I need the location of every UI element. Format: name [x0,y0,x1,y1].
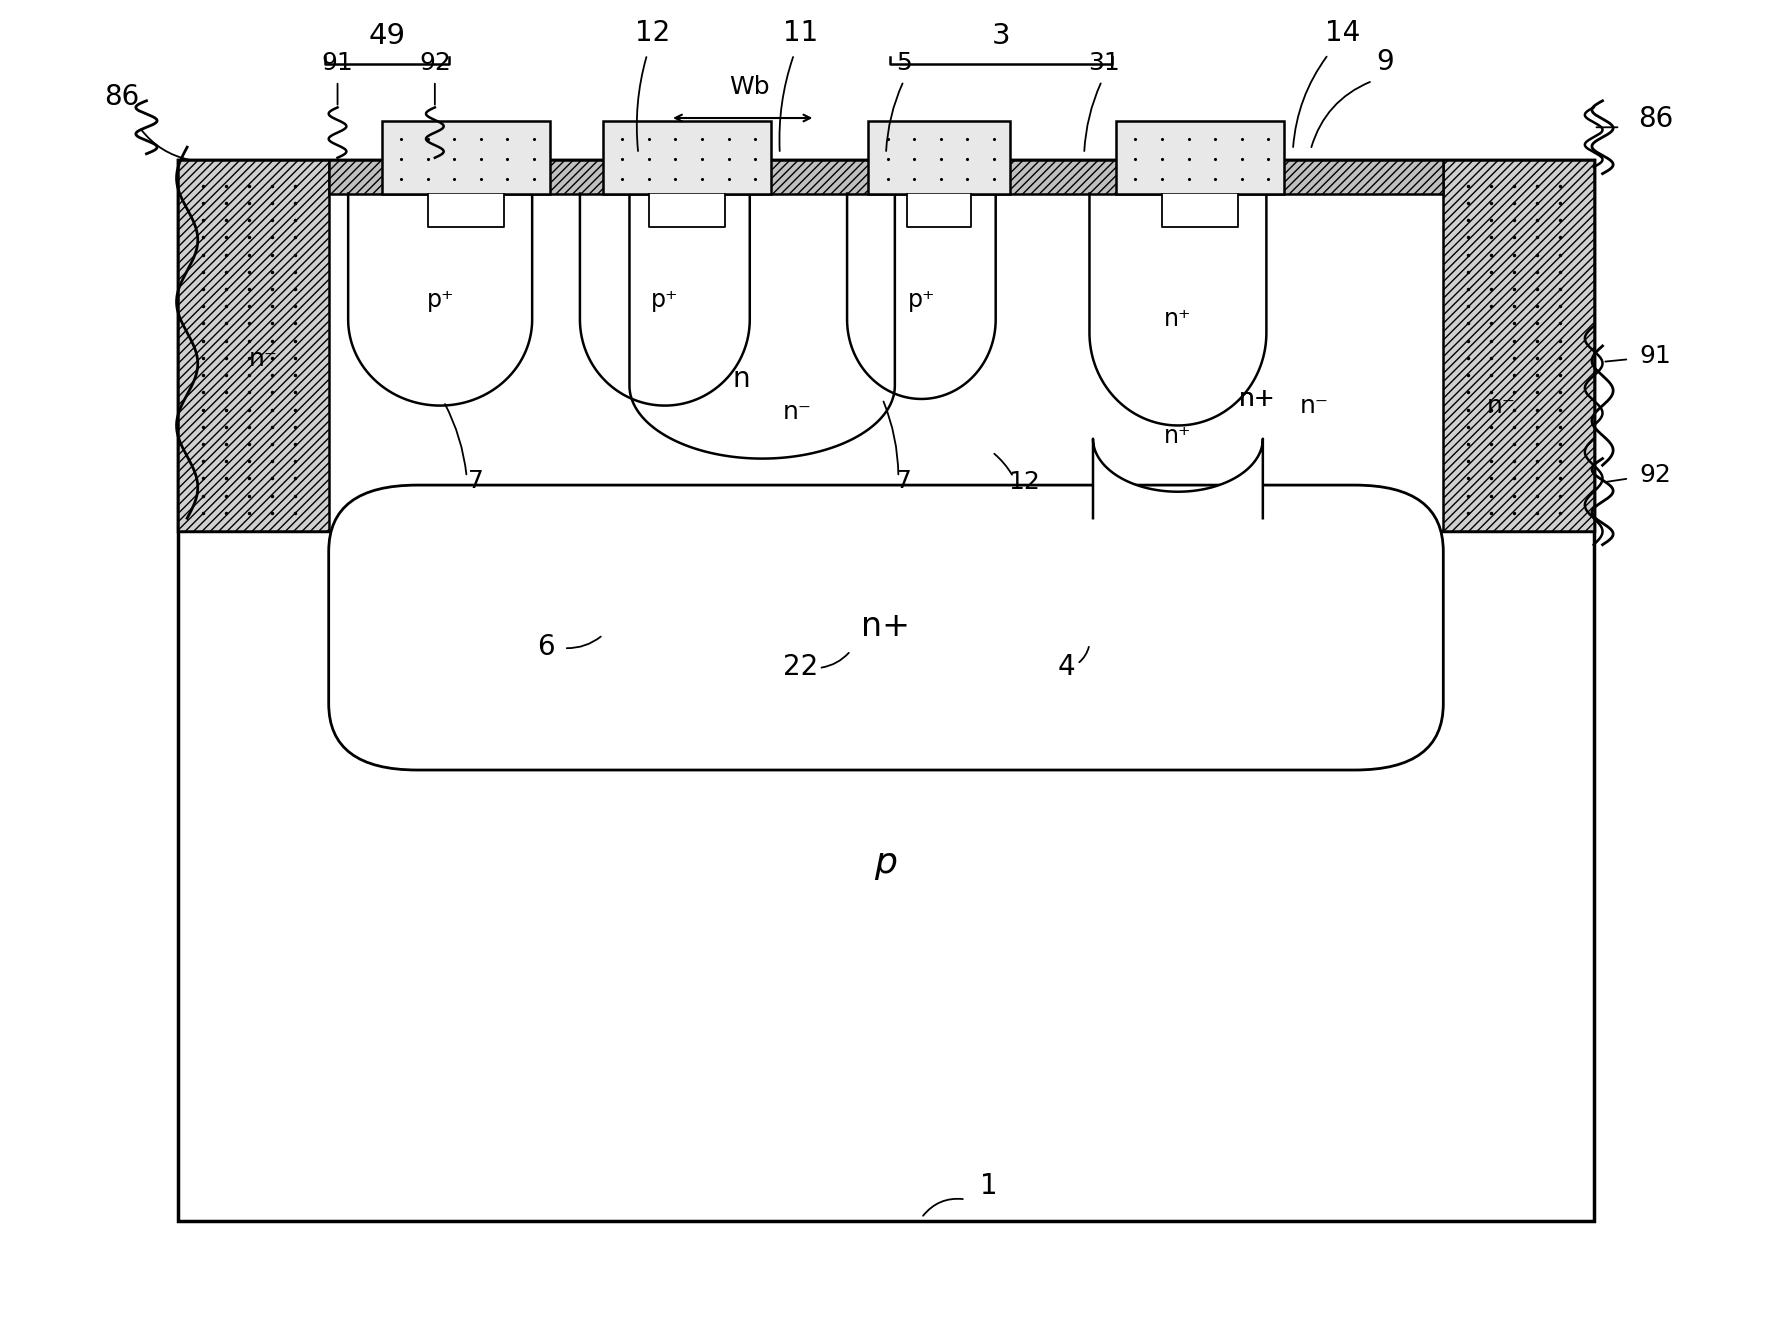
Text: 7: 7 [468,469,484,493]
Text: 31: 31 [1088,52,1120,76]
Text: 1: 1 [980,1173,998,1201]
Polygon shape [347,194,532,405]
Text: p⁺: p⁺ [427,288,454,312]
Text: 11: 11 [783,19,819,48]
Text: n⁻: n⁻ [783,400,812,424]
Text: n⁻: n⁻ [1299,393,1329,417]
Text: 3: 3 [992,21,1010,49]
Bar [1162,194,1239,227]
Text: p⁺: p⁺ [650,288,679,312]
Text: Wb: Wb [730,76,771,100]
Text: n+: n+ [861,611,911,643]
Text: n⁻: n⁻ [1487,393,1517,417]
Text: 86: 86 [105,82,140,110]
Text: n⁻: n⁻ [248,347,278,372]
Text: 6: 6 [537,632,555,661]
Text: 92: 92 [418,52,450,76]
Bar [179,161,1593,531]
Bar [179,161,1593,1220]
Bar [1116,121,1285,194]
Text: 14: 14 [1325,19,1361,48]
Text: n: n [732,365,750,393]
Bar [649,194,725,227]
Text: 5: 5 [897,52,911,76]
Polygon shape [1093,438,1263,518]
Text: n⁺: n⁺ [1164,424,1193,448]
Text: 12: 12 [1008,470,1040,494]
Bar [429,194,503,227]
Bar [907,194,971,227]
Text: 7: 7 [897,469,911,493]
Text: 4: 4 [1058,652,1076,681]
Bar [381,121,549,194]
Text: n+: n+ [1239,386,1276,410]
Bar [1444,161,1593,531]
Polygon shape [579,194,750,405]
Text: 86: 86 [1637,105,1673,133]
Bar [602,121,771,194]
Bar [179,161,328,531]
Text: 9: 9 [1377,48,1395,76]
Text: n+: n+ [1239,386,1276,410]
Text: 22: 22 [783,652,819,681]
Text: p: p [875,846,897,879]
Text: 49: 49 [369,21,406,49]
Polygon shape [847,194,996,398]
Text: 12: 12 [634,19,670,48]
FancyBboxPatch shape [328,485,1444,770]
Text: 91: 91 [323,52,353,76]
Bar [868,121,1010,194]
Text: p⁺: p⁺ [907,288,936,312]
Text: n⁺: n⁺ [1164,308,1193,332]
Polygon shape [629,194,895,458]
Polygon shape [1090,194,1267,425]
Bar [328,161,1444,194]
Text: 92: 92 [1639,463,1671,487]
Text: 91: 91 [1639,344,1671,368]
